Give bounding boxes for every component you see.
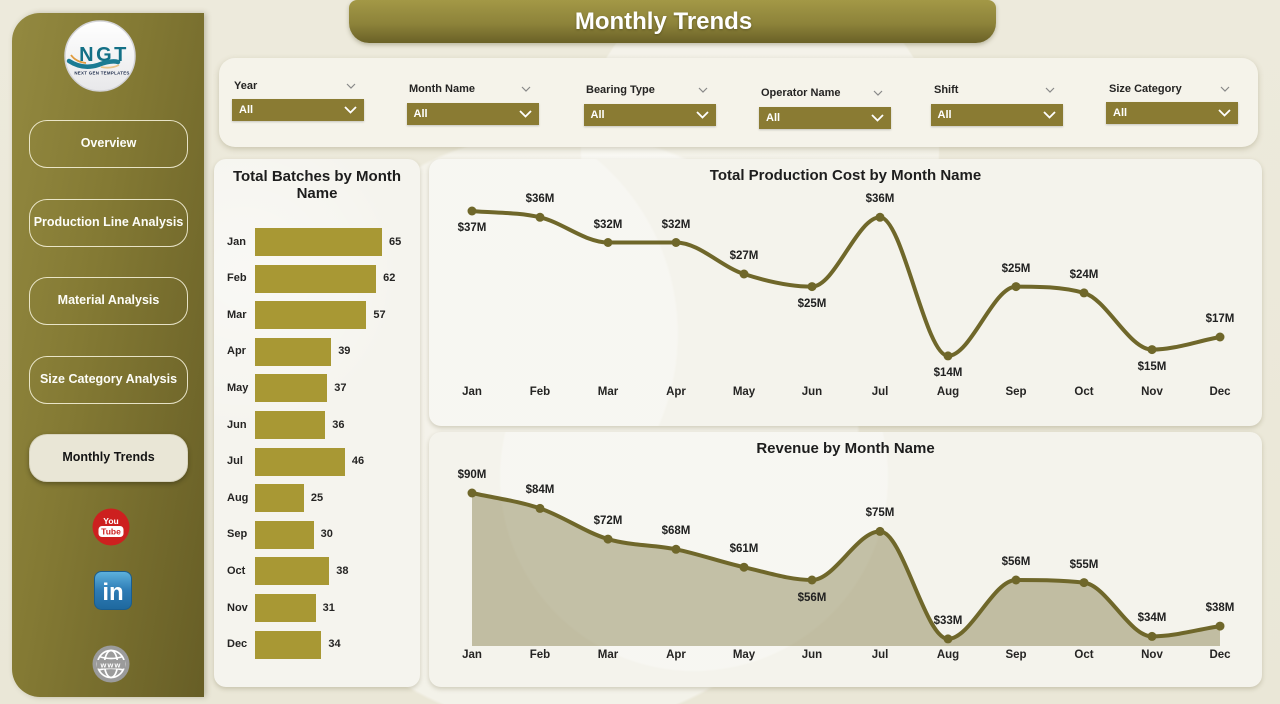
svg-text:in: in xyxy=(102,579,123,606)
svg-text:Tube: Tube xyxy=(101,527,121,537)
svg-text:NEXT GEN TEMPLATES: NEXT GEN TEMPLATES xyxy=(74,71,129,76)
svg-text:www: www xyxy=(99,660,121,669)
svg-text:You: You xyxy=(103,516,118,526)
